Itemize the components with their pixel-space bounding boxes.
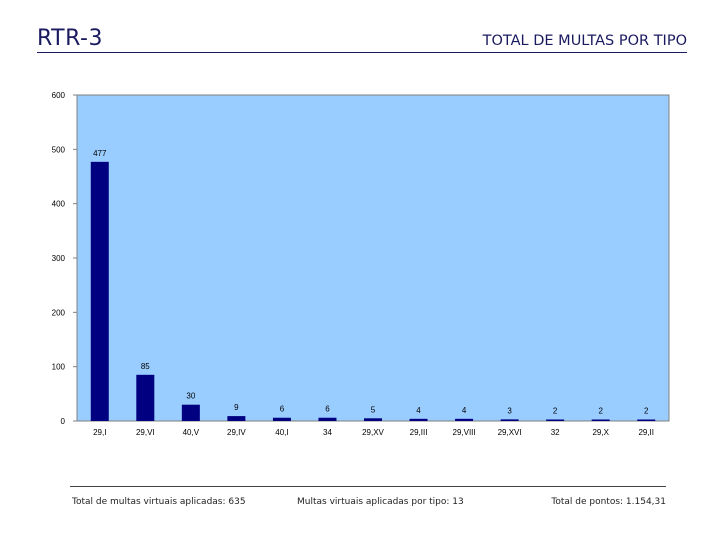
y-tick-label: 300 — [52, 254, 66, 263]
bar-29,I — [90, 161, 109, 421]
x-tick-label: 29,VIII — [453, 428, 476, 437]
x-tick-label: 29,XV — [362, 428, 384, 437]
x-tick-label: 29,X — [592, 428, 609, 437]
plot-area — [76, 94, 670, 422]
y-tick-label: 100 — [52, 363, 66, 372]
data-label: 9 — [234, 403, 239, 412]
y-tick-label: 0 — [61, 417, 66, 426]
chart-title: TOTAL DE MULTAS POR TIPO — [482, 33, 687, 49]
data-label: 2 — [598, 407, 603, 416]
data-label: 6 — [325, 405, 330, 414]
bar-29,XVI — [500, 419, 519, 421]
bar-29,X — [591, 419, 610, 421]
data-label: 4 — [462, 406, 467, 415]
x-tick-label: 40,I — [275, 428, 288, 437]
bar-29,III — [409, 418, 428, 421]
bar-34 — [318, 417, 337, 421]
bar-29,II — [637, 419, 656, 421]
bar-29,XV — [364, 418, 382, 421]
bar-40,I — [272, 417, 291, 421]
x-tick-label: 29,XVI — [498, 428, 522, 437]
data-label: 2 — [553, 407, 558, 416]
x-tick-label: 34 — [323, 428, 332, 437]
x-tick-label: 29,III — [410, 428, 428, 437]
x-tick-label: 32 — [551, 428, 560, 437]
footer-divider — [70, 486, 666, 487]
bar-29,IV — [227, 416, 246, 421]
data-label: 5 — [371, 405, 376, 414]
data-label: 2 — [644, 407, 649, 416]
bar-chart: 0 100 200 300 400 500 600 477 29,I 85 29,VI 30 40,V 9… — [52, 91, 670, 437]
title-divider — [37, 52, 687, 53]
total-fines-text: Total de multas virtuais aplicadas: 635 — [72, 497, 246, 507]
bar-29,VI — [136, 374, 155, 421]
x-tick-label: 29,I — [93, 428, 106, 437]
y-tick-label: 200 — [52, 308, 66, 317]
bar-40,V — [181, 404, 200, 421]
y-tick-label: 400 — [52, 200, 66, 209]
fines-per-type-text: Multas virtuais aplicadas por tipo: 13 — [297, 497, 464, 507]
data-label: 4 — [416, 406, 421, 415]
x-tick-label: 29,IV — [227, 428, 246, 437]
data-label: 477 — [93, 149, 107, 158]
data-label: 3 — [507, 406, 512, 415]
y-tick-label: 500 — [52, 145, 66, 154]
x-tick-label: 40,V — [183, 428, 200, 437]
total-points-text: Total de pontos: 1.154,31 — [551, 497, 666, 507]
data-label: 6 — [280, 405, 285, 414]
bar-29,VIII — [455, 418, 474, 421]
data-label: 85 — [141, 362, 150, 371]
x-tick-label: 29,VI — [136, 428, 155, 437]
report-code: RTR-3 — [37, 26, 103, 51]
x-tick-label: 29,II — [638, 428, 654, 437]
y-tick-label: 600 — [52, 91, 66, 100]
data-label: 30 — [186, 392, 195, 401]
bar-32 — [546, 419, 565, 421]
